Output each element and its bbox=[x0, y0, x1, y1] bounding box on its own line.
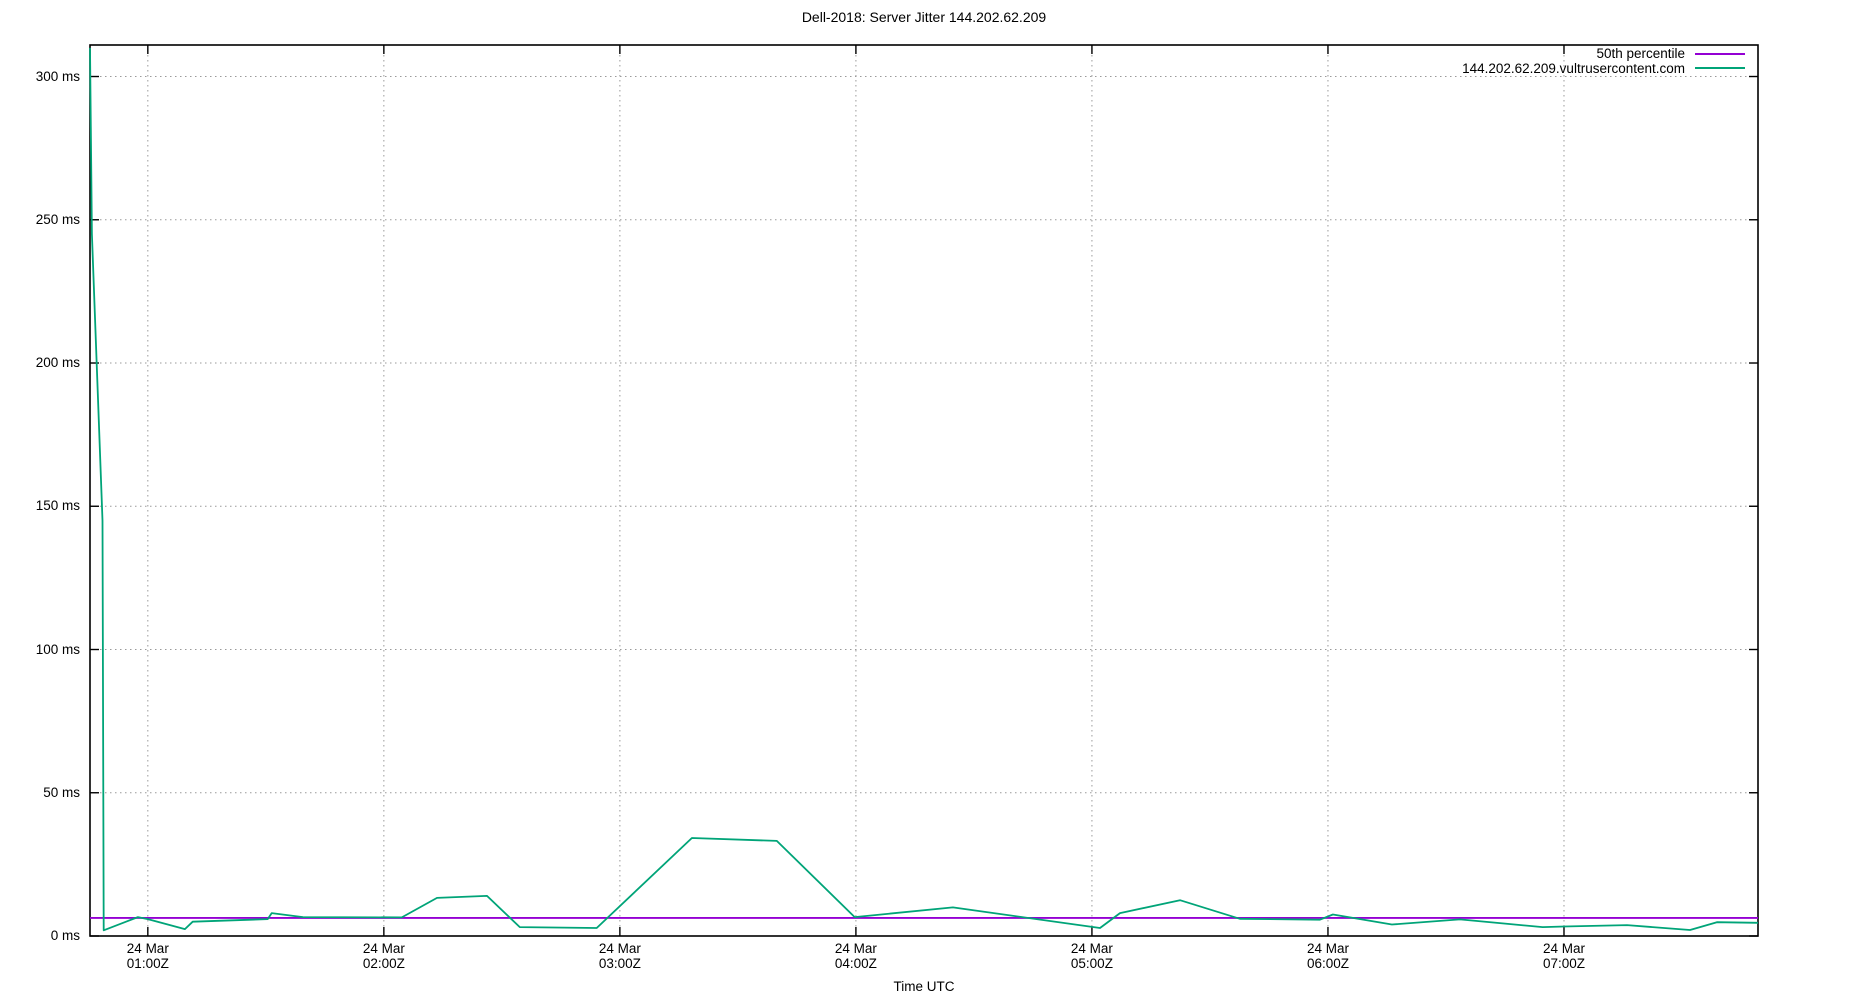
legend-line-sample bbox=[1695, 67, 1745, 70]
x-tick-label: 24 Mar 07:00Z bbox=[1504, 941, 1624, 971]
x-tick-time: 04:00Z bbox=[834, 956, 877, 971]
x-tick-date: 24 Mar bbox=[362, 941, 405, 956]
y-tick-label: 150 ms bbox=[35, 498, 80, 514]
legend-row: 50th percentile bbox=[1462, 47, 1745, 61]
x-tick-date: 24 Mar bbox=[1306, 941, 1349, 956]
x-tick-label: 24 Mar 05:00Z bbox=[1032, 941, 1152, 971]
legend-label: 50th percentile bbox=[1596, 46, 1685, 61]
x-tick-date: 24 Mar bbox=[1542, 941, 1585, 956]
plot-border bbox=[89, 44, 1759, 937]
x-tick-label: 24 Mar 02:00Z bbox=[324, 941, 444, 971]
x-tick-label: 24 Mar 06:00Z bbox=[1268, 941, 1388, 971]
x-tick-time: 02:00Z bbox=[362, 956, 405, 971]
x-tick-label: 24 Mar 04:00Z bbox=[796, 941, 916, 971]
legend-label: 144.202.62.209.vultrusercontent.com bbox=[1462, 60, 1685, 76]
chart-title: Dell-2018: Server Jitter 144.202.62.209 bbox=[801, 9, 1047, 25]
x-tick-time: 03:00Z bbox=[598, 956, 641, 971]
x-tick-date: 24 Mar bbox=[1070, 941, 1113, 956]
y-tick-label: 300 ms bbox=[35, 68, 80, 84]
x-tick-date: 24 Mar bbox=[834, 941, 877, 956]
y-tick-label: 0 ms bbox=[50, 928, 80, 943]
x-tick-time: 05:00Z bbox=[1070, 956, 1113, 971]
legend: 50th percentile 144.202.62.209.vultruserc… bbox=[1462, 47, 1745, 75]
x-tick-date: 24 Mar bbox=[126, 941, 169, 956]
x-tick-time: 06:00Z bbox=[1306, 956, 1349, 971]
x-tick-time: 01:00Z bbox=[126, 956, 169, 971]
y-tick-label: 100 ms bbox=[35, 641, 80, 657]
jitter-series-line bbox=[89, 47, 1759, 932]
x-tick-label: 24 Mar 01:00Z bbox=[88, 941, 208, 971]
x-tick-label: 24 Mar 03:00Z bbox=[560, 941, 680, 971]
y-tick-label: 250 ms bbox=[35, 211, 80, 227]
legend-row: 144.202.62.209.vultrusercontent.com bbox=[1462, 60, 1745, 76]
x-tick-time: 07:00Z bbox=[1542, 956, 1585, 971]
legend-line-sample bbox=[1695, 52, 1745, 55]
x-axis-label: Time UTC bbox=[893, 979, 955, 994]
y-tick-label: 200 ms bbox=[35, 355, 80, 370]
y-tick-label: 50 ms bbox=[43, 784, 80, 800]
x-tick-date: 24 Mar bbox=[598, 941, 641, 956]
